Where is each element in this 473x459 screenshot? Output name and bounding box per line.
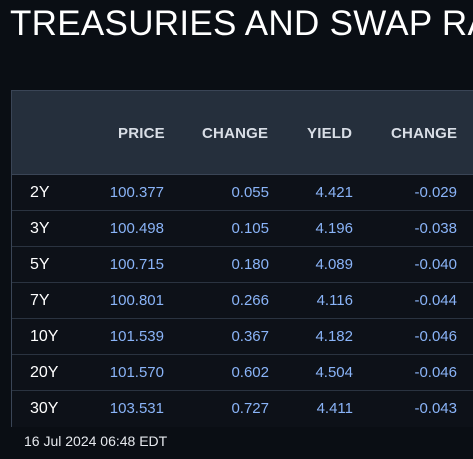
yield-change-cell: -0.043 [414, 400, 457, 417]
tenor-label: 7Y [30, 292, 50, 309]
table-row[interactable]: 2Y 100.377 0.055 4.421 -0.029 [12, 175, 473, 211]
price-cell: 100.498 [109, 220, 164, 237]
yield-cell: 4.411 [316, 400, 353, 417]
price-cell: 100.377 [109, 184, 164, 201]
table-row[interactable]: 30Y 103.531 0.727 4.411 -0.043 [12, 391, 473, 427]
yield-cell: 4.116 [316, 292, 353, 309]
yield-cell: 4.421 [315, 184, 353, 201]
tenor-label: 30Y [30, 400, 59, 417]
price-change-cell: 0.727 [231, 400, 269, 417]
yield-cell: 4.089 [315, 256, 353, 273]
yield-cell: 4.196 [315, 220, 353, 237]
yield-change-cell: -0.040 [414, 256, 457, 273]
timestamp: 16 Jul 2024 06:48 EDT [24, 433, 168, 449]
table-row[interactable]: 5Y 100.715 0.180 4.089 -0.040 [12, 247, 473, 283]
column-header-yield[interactable]: YIELD [307, 125, 353, 142]
column-header-price-change[interactable]: CHANGE [202, 125, 269, 142]
tenor-label: 5Y [30, 256, 50, 273]
tenor-label: 2Y [30, 184, 50, 201]
yield-cell: 4.182 [315, 328, 353, 345]
yield-change-cell: -0.038 [414, 220, 457, 237]
rates-table: PRICE CHANGE YIELD CHANGE 2Y 100.377 0.0… [11, 90, 473, 427]
tenor-label: 10Y [30, 328, 59, 345]
price-cell: 100.801 [109, 292, 164, 309]
yield-change-cell: -0.044 [414, 292, 457, 309]
column-header-price[interactable]: PRICE [118, 125, 165, 142]
column-header-yield-change[interactable]: CHANGE [391, 125, 458, 142]
table-row[interactable]: 20Y 101.570 0.602 4.504 -0.046 [12, 355, 473, 391]
price-cell: 101.570 [109, 364, 164, 381]
table-row[interactable]: 10Y 101.539 0.367 4.182 -0.046 [12, 319, 473, 355]
price-change-cell: 0.105 [231, 220, 269, 237]
yield-change-cell: -0.029 [414, 184, 457, 201]
price-change-cell: 0.602 [231, 364, 269, 381]
page-title: TREASURIES AND SWAP RA [10, 4, 473, 43]
price-cell: 101.539 [109, 328, 164, 345]
price-cell: 103.531 [109, 400, 164, 417]
price-change-cell: 0.180 [231, 256, 269, 273]
yield-cell: 4.504 [315, 364, 353, 381]
tenor-label: 20Y [30, 364, 59, 381]
table-row[interactable]: 7Y 100.801 0.266 4.116 -0.044 [12, 283, 473, 319]
price-change-cell: 0.266 [231, 292, 269, 309]
table-header: PRICE CHANGE YIELD CHANGE [12, 91, 473, 175]
price-change-cell: 0.055 [231, 184, 269, 201]
price-change-cell: 0.367 [231, 328, 269, 345]
yield-change-cell: -0.046 [414, 364, 457, 381]
tenor-label: 3Y [30, 220, 50, 237]
table-row[interactable]: 3Y 100.498 0.105 4.196 -0.038 [12, 211, 473, 247]
yield-change-cell: -0.046 [414, 328, 457, 345]
price-cell: 100.715 [109, 256, 164, 273]
